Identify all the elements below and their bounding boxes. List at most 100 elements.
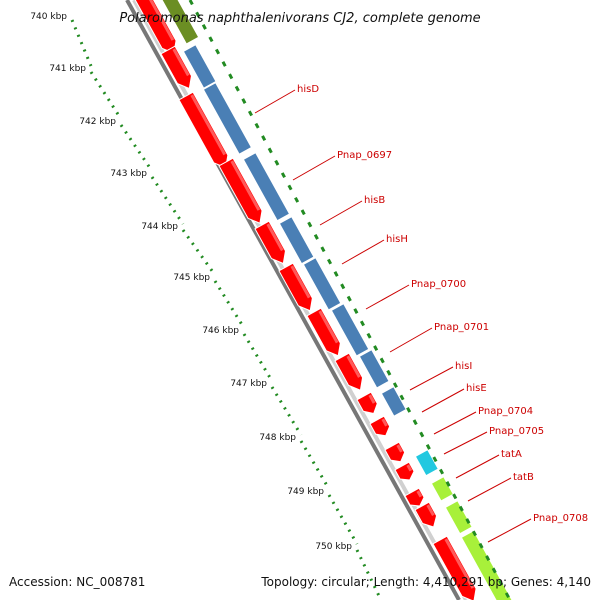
feature-lime-rect [460,529,514,600]
scale-dots [355,549,382,599]
cds-arrow-shape [432,535,477,600]
cds-arrow [432,535,477,600]
cds-arrow-shape [394,461,415,481]
cds-arrow-shine [346,355,361,378]
feature-blue-rect [242,151,291,222]
feature-blue-rect [302,256,342,311]
outer-tick-line [188,0,512,600]
feature-track [156,0,514,600]
backbone-line-dark [125,0,461,600]
gene-label-pnap_0704[interactable]: Pnap_0704 [478,406,533,417]
gene-label-hisb[interactable]: hisB [364,195,385,206]
feature-blue-rect [278,215,315,265]
genome-title: Polaromonas naphthalenivorans CJ2, compl… [119,11,480,26]
cds-arrow-shine [230,160,261,211]
cds-arrow-shine [426,504,435,516]
cds-arrow-shine [190,94,227,156]
gene-leader-line [433,411,477,435]
gene-leader-line [487,518,532,543]
feature-blue-rect [202,81,253,155]
cds-arrow-shine [444,538,475,589]
cds-arrow-shape [334,352,364,391]
feature-cyan-rect [414,448,439,477]
cds-arrow-shine [290,265,311,299]
cds-arrow-shape [404,487,425,507]
cds-arrow-shine [144,0,175,41]
gene-label-tata[interactable]: tatA [501,449,522,460]
feature-olive-rect [156,0,200,45]
feature-blue [330,302,370,357]
gene-leader-line [455,454,500,479]
scale-dots [181,229,217,276]
scale-dots [213,280,246,329]
cds-arrow [218,157,263,224]
scale-tick-label: 747 kbp [230,379,267,389]
cds-arrow-shape [356,391,378,415]
scale-tick-label: 746 kbp [202,326,239,336]
cds-arrow-shape [414,501,438,528]
scale-dots [89,71,123,120]
cds-arrow [356,391,378,415]
cds-track [132,0,477,600]
gene-leader-line [254,89,296,114]
gene-leader-line [319,200,363,226]
gene-label-tatb[interactable]: tatB [513,472,534,483]
cds-arrow [160,45,192,90]
feature-blue [380,385,407,417]
feature-blue-rect [182,43,217,89]
gene-leader-line [341,239,385,265]
scale-dots [119,124,154,172]
feature-blue-rect [330,302,370,357]
cds-arrow-shine [416,490,423,498]
scale-dots [327,494,359,545]
feature-blue [302,256,342,311]
scale-tick-label: 744 kbp [141,222,178,232]
cds-arrow-shine [406,464,413,472]
cds-arrow [306,307,341,357]
cds-arrow-shine [381,418,388,427]
feature-lime [444,499,473,535]
gene-label-pnap_0697[interactable]: Pnap_0697 [337,150,392,161]
scale-tick-label: 750 kbp [315,542,352,552]
gene-leader-line [292,155,336,181]
feature-blue [202,81,253,155]
gene-label-pnap_0700[interactable]: Pnap_0700 [411,279,466,290]
cds-arrow-shape [218,157,263,224]
cds-arrow-shape [254,220,286,265]
cds-arrow [404,487,425,507]
scale-dots [270,386,303,436]
gene-label-pnap_0708[interactable]: Pnap_0708 [533,513,588,524]
cds-arrow-shine [318,310,339,344]
feature-lime [460,529,514,600]
gene-label-hisd[interactable]: hisD [297,84,319,95]
outer-tick-track [188,0,512,600]
cds-arrow [384,441,406,463]
gene-label-hisi[interactable]: hisI [455,361,472,372]
gene-label-hish[interactable]: hisH [386,234,408,245]
cds-arrow [414,501,438,528]
cds-arrow-shine [266,223,284,252]
feature-blue [358,348,390,389]
gene-label-hise[interactable]: hisE [466,383,487,394]
scale-dots [299,440,331,490]
cds-arrow [369,415,391,437]
feature-lime [430,475,454,502]
feature-lime-rect [444,499,473,535]
feature-blue [182,43,217,89]
cds-arrow [254,220,286,265]
accession-text: Accession: NC_008781 [9,575,145,589]
cds-arrow-shine [368,394,376,404]
cds-arrow-shape [160,45,192,90]
cds-arrow-shape [306,307,341,357]
gene-label-pnap_0701[interactable]: Pnap_0701 [434,322,489,333]
scale-tick-label: 741 kbp [49,64,86,74]
feature-cyan [414,448,439,477]
scale-dots [242,333,274,382]
scale-tick-label: 742 kbp [79,117,116,127]
scale-tick-label: 749 kbp [287,487,324,497]
cds-arrow-shape [369,415,391,437]
cds-arrow [278,262,313,312]
feature-olive [156,0,200,45]
gene-label-pnap_0705[interactable]: Pnap_0705 [489,426,544,437]
